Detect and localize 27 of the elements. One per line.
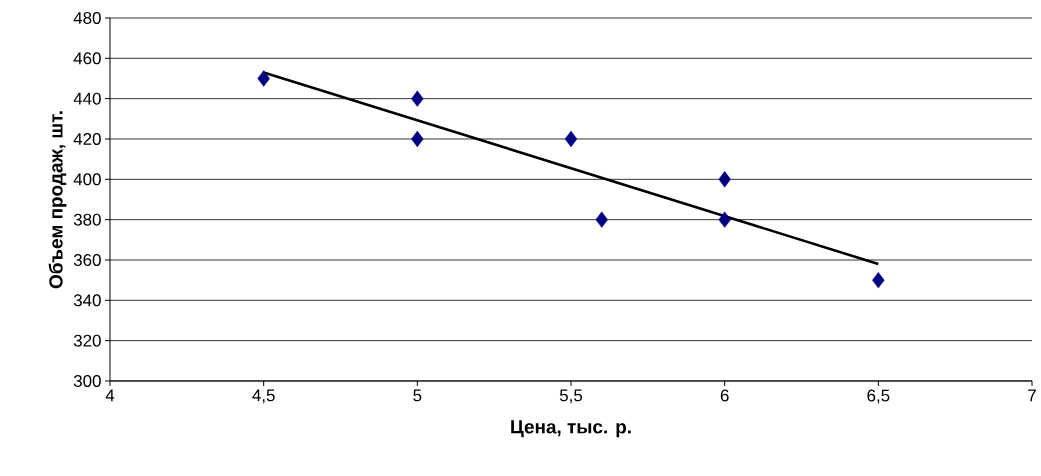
y-tick-label: 420 [73,132,101,145]
y-tick-label: 300 [73,374,101,387]
y-tick-label: 440 [73,92,101,105]
y-tick-label: 480 [73,11,101,24]
y-tick-label: 400 [73,173,101,186]
point [564,130,578,148]
x-axis-title: Цена, тыс. р. [511,420,631,438]
x-tick-label: 5,5 [559,389,583,404]
x-tick-label: 6,5 [867,389,890,404]
x-tick-label: 5 [413,389,422,402]
y-tick-label: 460 [73,52,101,65]
point [718,171,731,188]
y-axis-title: Объем продаж, шт. [48,111,67,289]
x-tick-label: 7 [1028,389,1036,402]
point [718,211,731,228]
point [411,130,424,148]
point [872,271,885,289]
point [411,90,424,107]
y-tick-label: 360 [73,253,101,266]
x-tick-label: 6 [720,389,729,402]
x-tick-label: 4,5 [252,389,275,404]
point [595,211,608,228]
point [257,70,270,87]
x-tick-label: 4 [105,389,115,402]
y-tick-label: 340 [73,294,101,307]
y-tick-label: 380 [73,213,101,226]
y-tick-label: 320 [73,334,101,347]
